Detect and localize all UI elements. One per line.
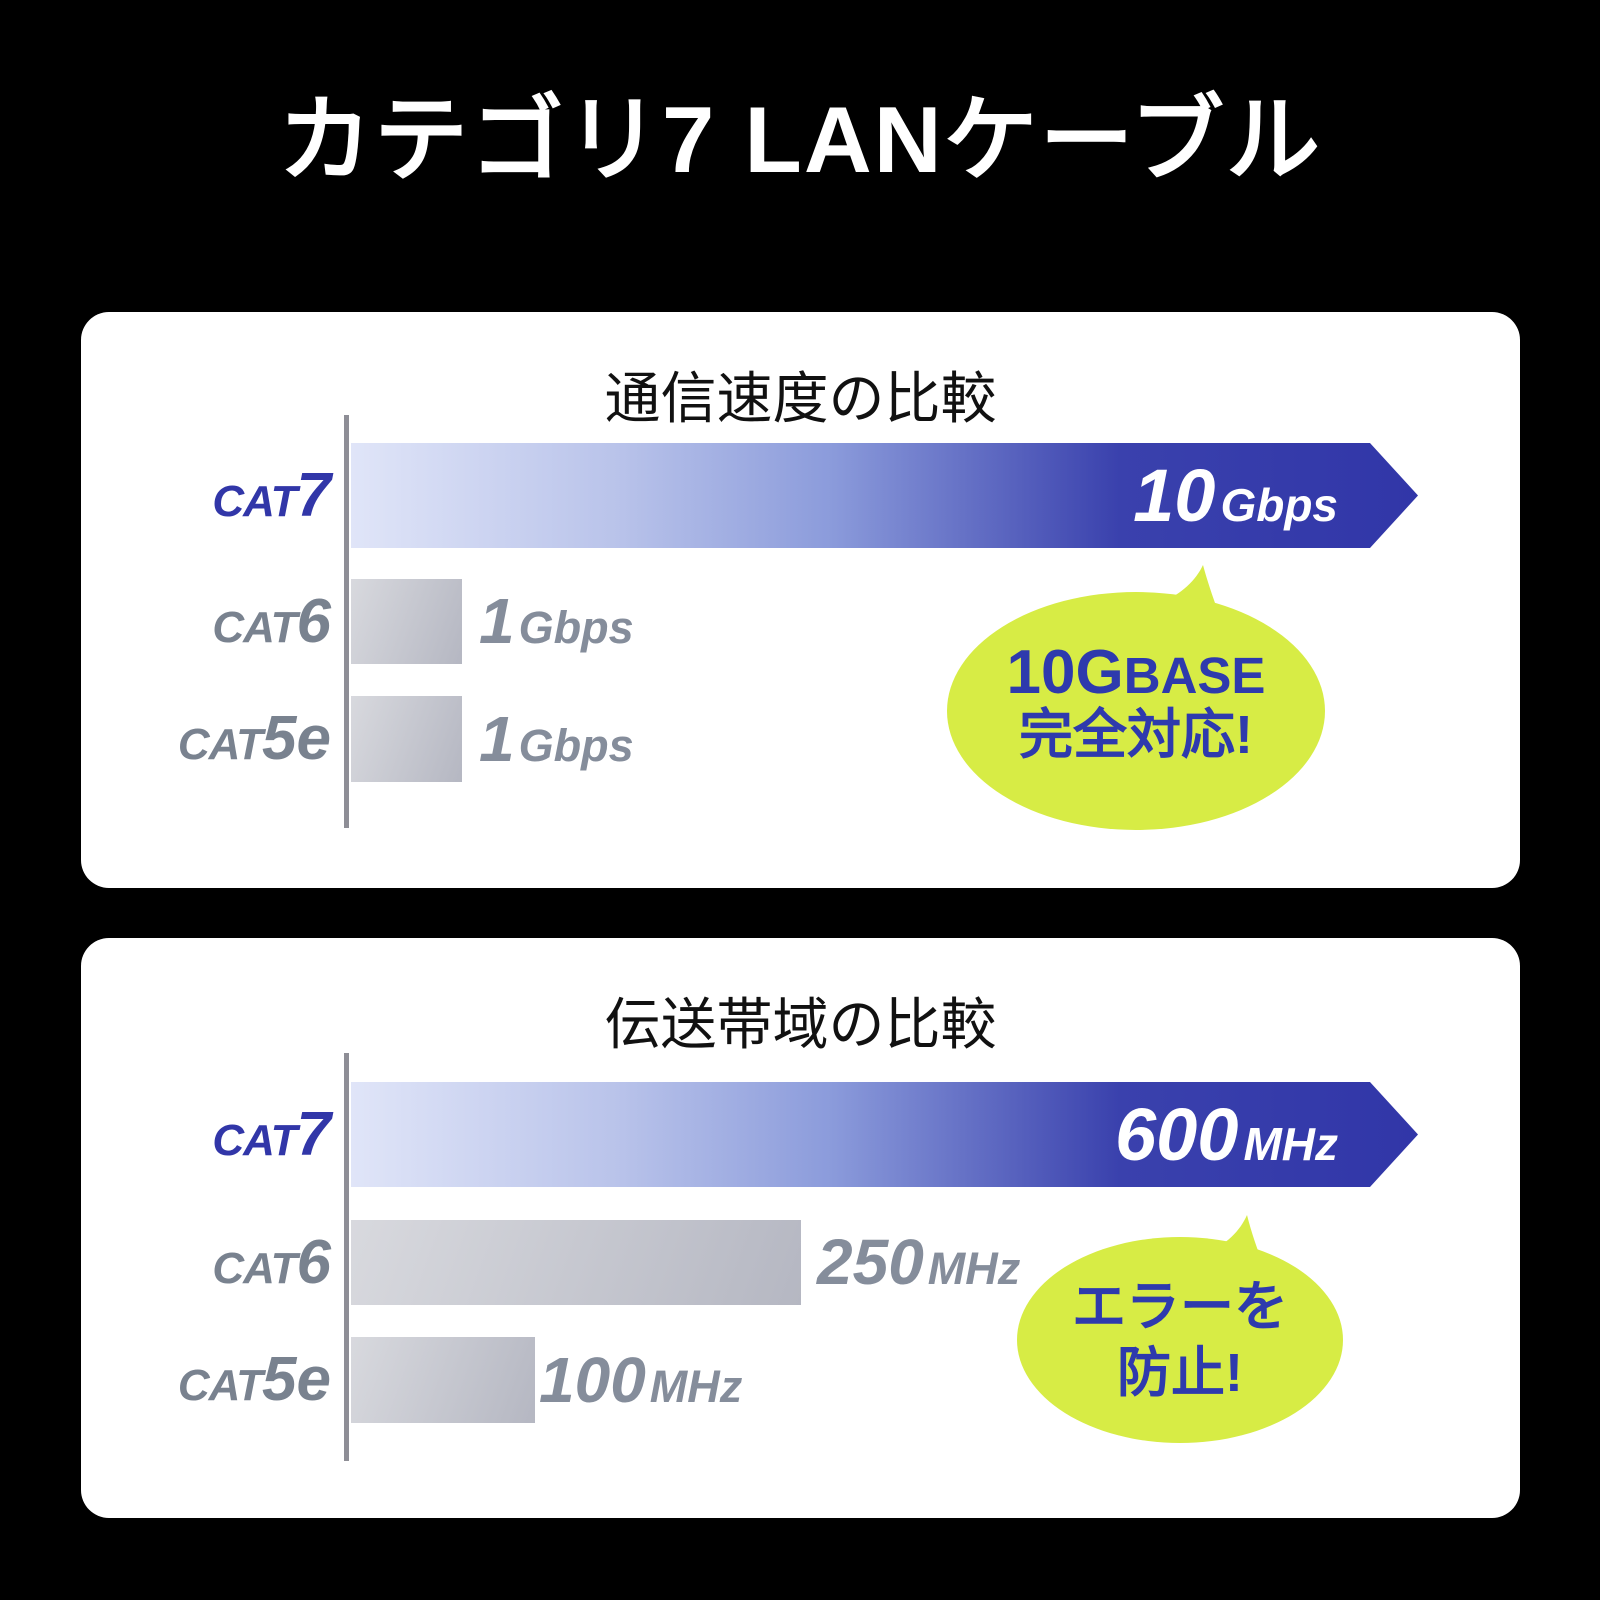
bubble-error-line2: 防止! [1117,1343,1243,1403]
bubble-10gbase-line2: 完全対応! [1019,705,1253,765]
speech-bubble-ellipse [947,592,1325,830]
bandwidth-row-label-cat6: CAT6 [121,1220,331,1305]
bandwidth-row-label-cat7: CAT7 [121,1082,331,1187]
cat-prefix: CAT [212,1116,297,1165]
cat-number: 5e [262,1345,331,1414]
speech-bubble-error [1017,1215,1343,1443]
speech-bubble-ellipse [1017,1237,1343,1443]
bubble-strong-text: 10G [1006,638,1124,707]
cat-prefix: CAT [177,720,263,769]
speed-chart-title: 通信速度の比較 [604,367,997,430]
bandwidth-axis-line [344,1053,349,1461]
bandwidth-bar-cat7: 600 MHz [351,1082,1418,1187]
speed-bar-cat5e [351,696,462,782]
cat-prefix: CAT [212,477,297,526]
cat-number: 7 [296,461,331,530]
cat-number: 6 [296,1228,331,1297]
cat-prefix: CAT [177,1361,263,1410]
bubble-rest-text: BASE [1123,647,1266,704]
value-number: 250 [817,1226,924,1298]
value-unit: MHz [649,1361,743,1412]
value-number: 600 [1114,1093,1239,1176]
bandwidth-comparison-panel: 伝送帯域の比較 CAT7 600 MHz CAT6 250MHz CAT5e 10… [81,938,1520,1518]
value-unit: MHz [1243,1118,1338,1170]
cat-prefix: CAT [212,1244,297,1293]
bandwidth-bar-cat5e [351,1337,535,1423]
value-unit: Gbps [518,720,634,771]
speed-row-label-cat5e: CAT5e [121,696,331,782]
page-title: カテゴリ7 LANケーブル [278,87,1322,192]
bandwidth-value-cat6: 250MHz [817,1220,1020,1305]
cat-number: 6 [296,587,331,656]
value-number: 100 [539,1344,646,1416]
speed-comparison-panel: 通信速度の比較 CAT7 10 Gbps CAT6 1Gbps CAT5e 1Gb… [81,312,1520,888]
speed-axis-line [344,415,349,828]
speed-value-cat5e: 1Gbps [479,696,634,782]
cat-number: 7 [296,1100,331,1169]
bandwidth-value-cat5e: 100MHz [539,1337,742,1423]
value-unit: MHz [927,1243,1021,1294]
speed-value-cat6: 1Gbps [479,579,634,664]
bandwidth-bar-cat6 [351,1220,801,1305]
speed-row-label-cat7: CAT7 [121,443,331,548]
bandwidth-chart-title: 伝送帯域の比較 [604,993,997,1056]
bubble-10gbase-line1: 10GBASE [947,642,1325,704]
cat-number: 5e [262,704,331,773]
speech-bubble-10gbase [947,565,1325,830]
cat-prefix: CAT [212,603,297,652]
value-number: 1 [479,585,515,657]
bandwidth-bar-cat7-value: 600 MHz [351,1082,1418,1187]
bubble-error-line1: エラーを [1072,1277,1288,1337]
speed-bar-cat6 [351,579,462,664]
value-number: 10 [1133,454,1216,537]
value-number: 1 [479,703,515,775]
value-unit: Gbps [518,602,634,653]
value-unit: Gbps [1220,479,1338,531]
speed-row-label-cat6: CAT6 [121,579,331,664]
speed-bar-cat7: 10 Gbps [351,443,1418,548]
bandwidth-row-label-cat5e: CAT5e [121,1337,331,1423]
speed-bar-cat7-value: 10 Gbps [351,443,1418,548]
